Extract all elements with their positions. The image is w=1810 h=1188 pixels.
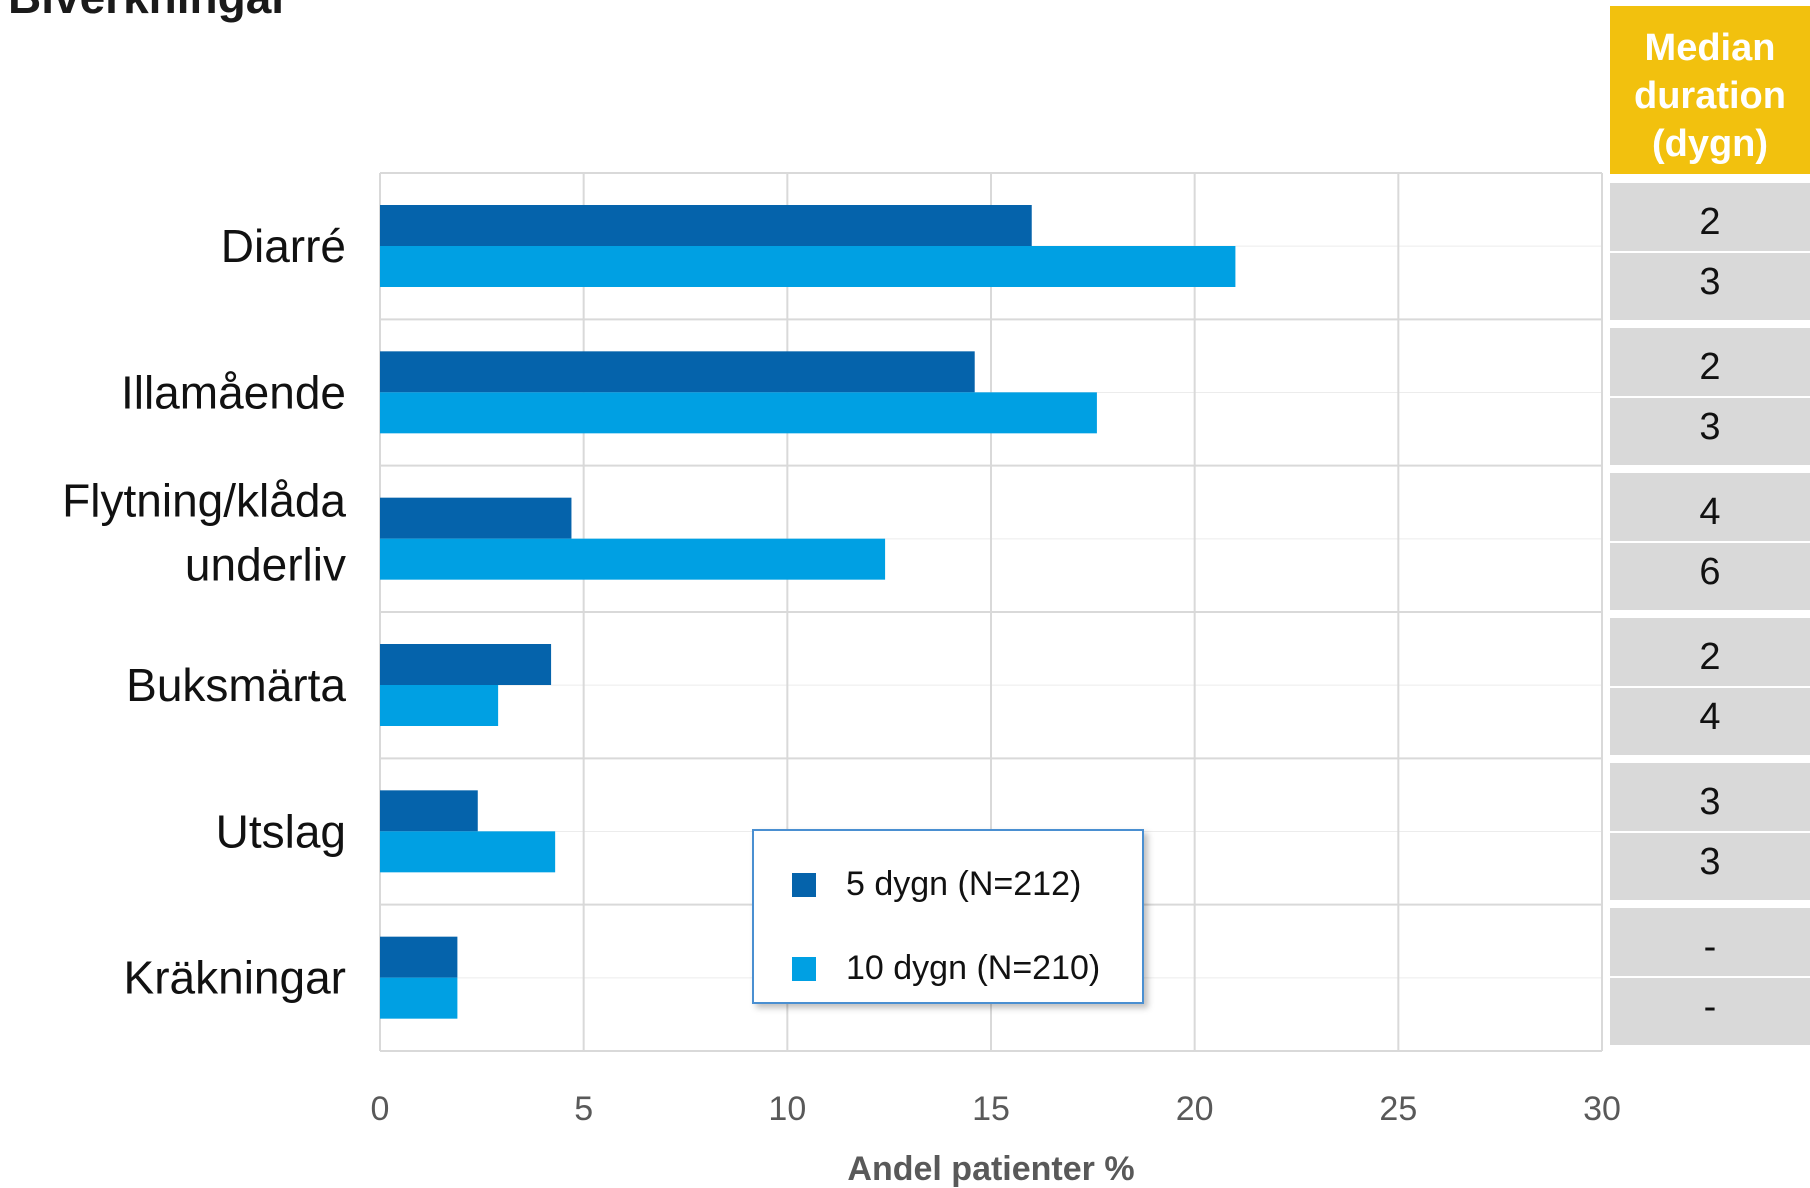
bar-10-dygn	[380, 685, 499, 726]
bar-10-dygn	[380, 977, 458, 1019]
legend-item-5-dygn: 5 dygn (N=212)	[792, 865, 1081, 904]
category-label: Flytning/klåda	[62, 475, 346, 527]
bar-10-dygn	[380, 246, 1236, 287]
x-tick-label: 30	[1583, 1090, 1621, 1128]
legend-label-10-dygn: 10 dygn (N=210)	[846, 949, 1101, 987]
x-tick-label: 25	[1379, 1090, 1417, 1128]
category-label: Kräkningar	[124, 952, 346, 1004]
median-duration-value: 2	[1699, 346, 1721, 388]
median-duration-value: 4	[1699, 491, 1721, 533]
bar-5-dygn	[380, 644, 552, 685]
bar-10-dygn	[380, 538, 886, 580]
median-duration-value: 3	[1610, 396, 1810, 456]
bar-5-dygn	[380, 351, 975, 393]
header-line-3: (dygn)	[1651, 123, 1769, 165]
x-tick-label: 5	[574, 1090, 593, 1128]
legend-swatch-5-dygn	[792, 872, 816, 897]
chart-legend: 5 dygn (N=212) 10 dygn (N=210)	[752, 829, 1144, 1004]
bar-5-dygn	[380, 790, 478, 832]
x-tick-label: 0	[371, 1090, 390, 1128]
median-duration-value: -	[1703, 926, 1717, 968]
category-label: Buksmärta	[126, 659, 346, 711]
page-title: Biverkningar	[8, 0, 289, 24]
bar-5-dygn	[380, 497, 572, 539]
median-duration-value: 4	[1610, 686, 1810, 746]
median-duration-value: -	[1610, 976, 1810, 1036]
median-duration-value: 2	[1699, 201, 1721, 243]
x-tick-label: 10	[768, 1090, 806, 1128]
median-duration-value: 6	[1610, 541, 1810, 601]
category-label: underliv	[185, 539, 346, 591]
bar-5-dygn	[380, 936, 458, 978]
x-axis-title: Andel patienter %	[847, 1150, 1134, 1188]
median-duration-value: 3	[1610, 831, 1810, 891]
category-label: Diarré	[221, 220, 346, 272]
median-duration-value: 3	[1610, 251, 1810, 311]
header-line-2: duration	[1634, 75, 1786, 117]
legend-label-5-dygn: 5 dygn (N=212)	[846, 865, 1082, 903]
median-duration-header: Median duration (dygn)	[1610, 6, 1810, 174]
category-label: Illamående	[121, 366, 346, 418]
legend-item-10-dygn: 10 dygn (N=210)	[792, 949, 1100, 988]
x-tick-label: 15	[972, 1090, 1010, 1128]
median-duration-group: --	[1610, 908, 1810, 1045]
legend-swatch-10-dygn	[792, 956, 816, 981]
x-tick-label: 20	[1176, 1090, 1214, 1128]
header-line-1: Median	[1644, 27, 1776, 69]
median-duration-value: 3	[1699, 781, 1721, 823]
bar-10-dygn	[380, 831, 556, 873]
median-duration-value: 2	[1699, 636, 1721, 678]
bar-10-dygn	[380, 392, 1097, 434]
category-label: Utslag	[216, 805, 346, 857]
bar-5-dygn	[380, 205, 1032, 246]
